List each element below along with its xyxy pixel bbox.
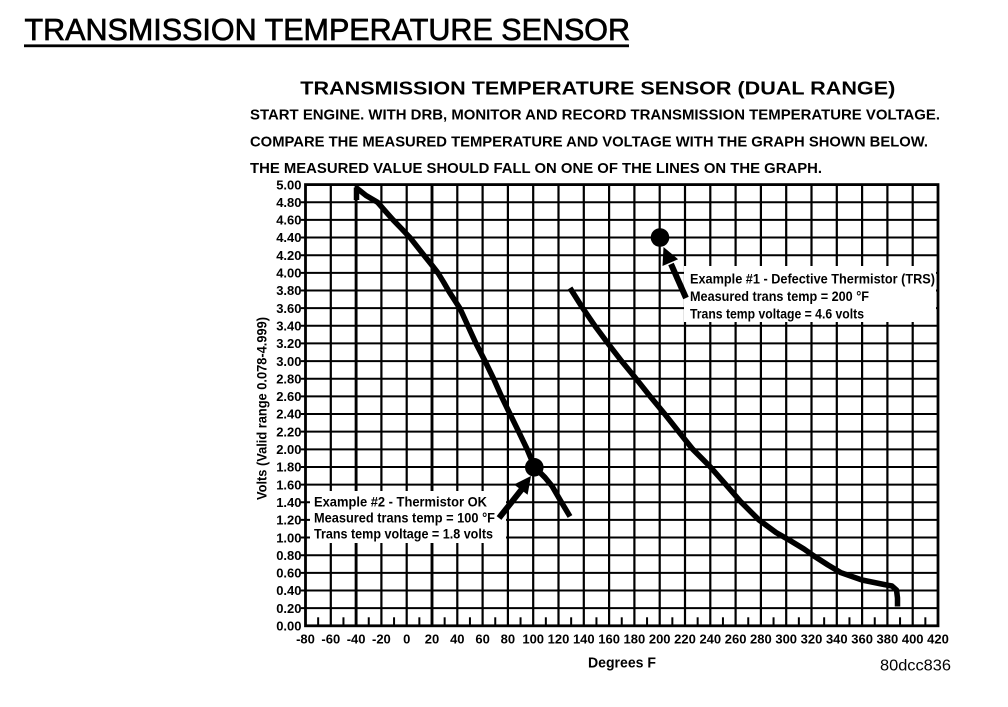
svg-text:300: 300	[775, 632, 797, 647]
svg-text:TRANSMISSION TEMPERATURE SENSO: TRANSMISSION TEMPERATURE SENSOR (DUAL RA…	[300, 78, 895, 98]
svg-text:4.80: 4.80	[276, 195, 301, 210]
svg-text:Trans temp voltage = 4.6 volts: Trans temp voltage = 4.6 volts	[690, 306, 864, 322]
svg-text:180: 180	[624, 632, 646, 647]
svg-text:80dcc836: 80dcc836	[880, 658, 951, 675]
svg-text:5.00: 5.00	[276, 177, 301, 192]
svg-text:Example #2 - Thermistor OK: Example #2 - Thermistor OK	[314, 494, 487, 510]
svg-text:4.60: 4.60	[276, 213, 301, 228]
svg-text:COMPARE THE MEASURED TEMPERATU: COMPARE THE MEASURED TEMPERATURE AND VOL…	[250, 134, 928, 151]
svg-text:100: 100	[522, 632, 544, 647]
svg-text:-20: -20	[372, 632, 391, 647]
svg-text:3.60: 3.60	[276, 301, 301, 316]
svg-text:-80: -80	[296, 632, 315, 647]
svg-text:40: 40	[450, 632, 464, 647]
svg-text:4.40: 4.40	[276, 230, 301, 245]
svg-text:1.60: 1.60	[276, 477, 301, 492]
svg-text:0.20: 0.20	[276, 601, 301, 616]
svg-text:320: 320	[801, 632, 823, 647]
svg-text:120: 120	[548, 632, 570, 647]
svg-text:200: 200	[649, 632, 671, 647]
svg-text:0: 0	[403, 632, 410, 647]
svg-text:140: 140	[573, 632, 595, 647]
svg-text:220: 220	[674, 632, 696, 647]
svg-text:-60: -60	[321, 632, 340, 647]
svg-text:1.40: 1.40	[276, 495, 301, 510]
svg-text:3.20: 3.20	[276, 336, 301, 351]
svg-text:400: 400	[902, 632, 924, 647]
svg-text:160: 160	[598, 632, 620, 647]
svg-text:3.40: 3.40	[276, 318, 301, 333]
svg-text:Example #1 - Defective Thermis: Example #1 - Defective Thermistor (TRS)	[690, 271, 935, 287]
svg-text:2.40: 2.40	[276, 407, 301, 422]
svg-text:Measured trans temp = 200 °F: Measured trans temp = 200 °F	[690, 288, 869, 304]
svg-text:Degrees F: Degrees F	[588, 654, 656, 671]
svg-text:START ENGINE. WITH DRB, MONIT: START ENGINE. WITH DRB, MONITOR AND RECO…	[250, 106, 940, 123]
svg-text:Measured trans temp = 100 °F: Measured trans temp = 100 °F	[314, 510, 495, 526]
svg-text:0.00: 0.00	[276, 619, 301, 634]
svg-text:THE MEASURED VALUE SHOULD FALL: THE MEASURED VALUE SHOULD FALL ON ONE OF…	[250, 160, 822, 177]
svg-text:80: 80	[501, 632, 515, 647]
svg-text:2.00: 2.00	[276, 442, 301, 457]
svg-text:20: 20	[425, 632, 439, 647]
svg-text:2.20: 2.20	[276, 424, 301, 439]
svg-text:360: 360	[851, 632, 873, 647]
svg-text:60: 60	[475, 632, 489, 647]
svg-text:0.60: 0.60	[276, 566, 301, 581]
svg-text:1.80: 1.80	[276, 460, 301, 475]
svg-text:4.00: 4.00	[276, 266, 301, 281]
svg-text:340: 340	[826, 632, 848, 647]
svg-text:0.40: 0.40	[276, 583, 301, 598]
svg-text:420: 420	[927, 632, 949, 647]
svg-text:2.80: 2.80	[276, 371, 301, 386]
svg-text:240: 240	[699, 632, 721, 647]
svg-text:280: 280	[750, 632, 772, 647]
svg-text:Volts (Valid range 0.078-4.999: Volts (Valid range 0.078-4.999)	[255, 317, 270, 500]
svg-text:380: 380	[877, 632, 899, 647]
svg-text:1.20: 1.20	[276, 513, 301, 528]
svg-text:Trans temp voltage = 1.8 volts: Trans temp voltage = 1.8 volts	[314, 526, 493, 542]
svg-text:TRANSMISSION TEMPERATURE SENSO: TRANSMISSION TEMPERATURE SENSOR	[25, 13, 631, 47]
svg-text:3.00: 3.00	[276, 354, 301, 369]
svg-text:0.80: 0.80	[276, 548, 301, 563]
svg-text:2.60: 2.60	[276, 389, 301, 404]
svg-text:1.00: 1.00	[276, 530, 301, 545]
svg-text:-40: -40	[347, 632, 366, 647]
svg-text:4.20: 4.20	[276, 248, 301, 263]
svg-text:260: 260	[725, 632, 747, 647]
svg-text:3.80: 3.80	[276, 283, 301, 298]
